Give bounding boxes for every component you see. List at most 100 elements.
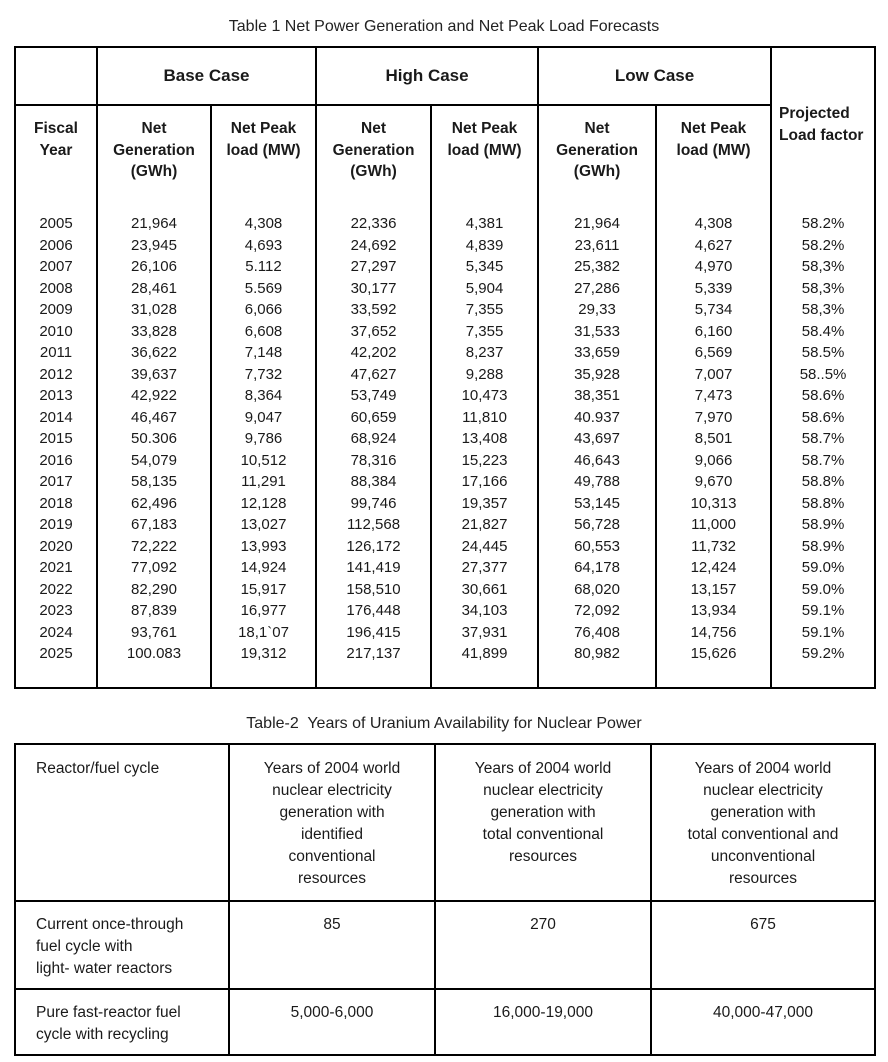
table1-cell: 12,128 [209, 492, 317, 514]
table1-cell: 14,924 [209, 557, 317, 579]
table1-cell: 58.6% [770, 385, 876, 407]
table1-cell: 19,357 [430, 492, 539, 514]
table1-cell: 58.4% [770, 320, 876, 342]
table1-cell: 2022 [39, 580, 73, 598]
table1-cell: 76,408 [537, 621, 657, 643]
table1-cell: 19,312 [209, 643, 317, 688]
high-case-header: High Case [315, 47, 539, 106]
table1-cell: 39,637 [96, 363, 211, 385]
table1-cell: 6,066 [209, 299, 317, 321]
table1-cell: 10,313 [655, 492, 772, 514]
table1-cell: 158,510 [315, 578, 432, 600]
table1-row: 2005 21,964 4,308 22,336 4,381 21,964 4,308 58.… [15, 201, 876, 235]
table1-cell: 99,746 [315, 492, 432, 514]
table1-row: 2015 50.306 9,786 68,924 13,408 43,697 8,501 58… [15, 428, 876, 450]
table2-row: Pure fast-reactor fuel cycle with recycl… [14, 987, 876, 1056]
table2-uranium-availability: Reactor/fuel cycle Years of 2004 world n… [14, 742, 876, 1056]
table1-row: 2008 28,461 5.569 30,177 5,904 27,286 5,339 58,… [15, 277, 876, 299]
table1-cell: 27,297 [315, 256, 432, 278]
table1-cell: 8,237 [430, 342, 539, 364]
table1-cell: 82,290 [96, 578, 211, 600]
table1-row: 2010 33,828 6,608 37,652 7,355 31,533 6,160 58.… [15, 320, 876, 342]
table1-cell: 58.5% [770, 342, 876, 364]
table1-cell: 5,904 [430, 277, 539, 299]
table1-cell: 93,761 [96, 621, 211, 643]
table1-cell: 64,178 [537, 557, 657, 579]
table1-cell: 4,308 [209, 201, 317, 235]
total-unconventional-header: Years of 2004 world nuclear electricity … [650, 742, 876, 902]
table1-cell: 15,223 [430, 449, 539, 471]
table1-cell: 2010 [39, 322, 73, 340]
total-conventional-header: Years of 2004 world nuclear electricity … [434, 742, 652, 902]
table1-cell: 43,697 [537, 428, 657, 450]
table1-cell: 72,092 [537, 600, 657, 622]
table1-cell: 7,148 [209, 342, 317, 364]
table1-cell: 4,381 [430, 201, 539, 235]
table1-cell: 78,316 [315, 449, 432, 471]
table1-cell: 35,928 [537, 363, 657, 385]
table1-cell: 2009 [39, 301, 73, 318]
table1-cell: 8,364 [209, 385, 317, 407]
table1-row: 2019 67,183 13,027 112,568 21,827 56,728 11,00… [15, 514, 876, 536]
table1-cell: 60,659 [315, 406, 432, 428]
table1-sub-header-row: Fiscal Year Net Generation (GWh) Net Pea… [15, 105, 875, 201]
table1-cell: 58,3% [770, 277, 876, 299]
net-peak-load-header-base: Net Peak load (MW) [209, 105, 317, 201]
net-generation-header-low: Net Generation (GWh) [537, 105, 657, 201]
table1-cell: 217,137 [315, 643, 432, 688]
table1-cell: 10,512 [209, 449, 317, 471]
table1-cell: 58,3% [770, 299, 876, 321]
table1-cell: 9,288 [430, 363, 539, 385]
table1-cell: 30,661 [430, 578, 539, 600]
table1-cell: 13,027 [209, 514, 317, 536]
table1-cell: 2008 [39, 279, 73, 297]
table1-cell: 62,496 [96, 492, 211, 514]
table1-cell: 5,734 [655, 299, 772, 321]
table1-cell: 33,659 [537, 342, 657, 364]
table1-cell: 28,461 [96, 277, 211, 299]
table1-cell: 2013 [39, 387, 73, 404]
table1-cell: 2018 [39, 494, 73, 512]
table1-cell: 59.1% [770, 621, 876, 643]
table1-cell: 6,608 [209, 320, 317, 342]
net-peak-load-header-high: Net Peak load (MW) [430, 105, 539, 201]
table1-cell: 2024 [39, 623, 73, 641]
table1-cell: 58.9% [770, 535, 876, 557]
table1-cell: 11,291 [209, 471, 317, 493]
table1-row: 2020 72,222 13,993 126,172 24,445 60,553 11,73… [15, 535, 876, 557]
table1-cell: 31,028 [96, 299, 211, 321]
net-generation-header-high: Net Generation (GWh) [315, 105, 432, 201]
table1-cell: 100.083 [96, 643, 211, 688]
table1-cell: 67,183 [96, 514, 211, 536]
table1-cell: 7,473 [655, 385, 772, 407]
table1-cell: 49,788 [537, 471, 657, 493]
table1-cell: 2016 [39, 451, 73, 469]
table1-cell: 58..5% [770, 363, 876, 385]
table1-cell: 4,693 [209, 234, 317, 256]
table1-cell: 13,157 [655, 578, 772, 600]
table1-row: 2009 31,028 6,066 33,592 7,355 29,33 5,734 58,3… [15, 299, 876, 321]
table1-cell: 24,445 [430, 535, 539, 557]
table1-corner-cell [15, 47, 98, 106]
table1-cell: 196,415 [315, 621, 432, 643]
table1-cell: 16,977 [209, 600, 317, 622]
table1-cell: 5,345 [430, 256, 539, 278]
table1-cell: 4,308 [655, 201, 772, 235]
table1-row: 2014 46,467 9,047 60,659 11,810 40.937 7,970 58… [15, 406, 876, 428]
low-case-header: Low Case [537, 47, 772, 106]
table1-cell: 27,286 [537, 277, 657, 299]
table1-cell: 4,970 [655, 256, 772, 278]
table2-row-label: Pure fast-reactor fuel cycle with recycl… [14, 987, 230, 1056]
table1-cell: 37,931 [430, 621, 539, 643]
table2-row-label: Current once-through fuel cycle with lig… [14, 899, 230, 990]
table1-cell: 88,384 [315, 471, 432, 493]
table1-cell: 2005 [39, 215, 73, 232]
table1-cell: 27,377 [430, 557, 539, 579]
table1-cell: 80,982 [537, 643, 657, 688]
table1-cell: 2023 [39, 602, 73, 619]
table2-body: Current once-through fuel cycle with lig… [14, 899, 876, 1056]
table1-cell: 8,501 [655, 428, 772, 450]
table1-cell: 13,993 [209, 535, 317, 557]
table1-cell: 60,553 [537, 535, 657, 557]
table1-cell: 7,355 [430, 299, 539, 321]
